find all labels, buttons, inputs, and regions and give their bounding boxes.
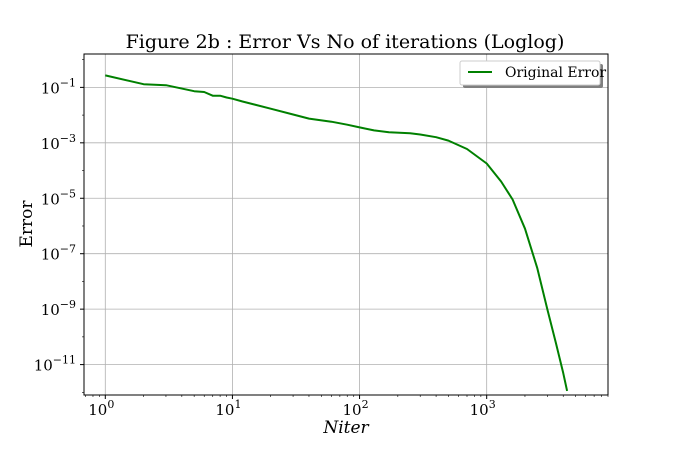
x-axis-title: Niter	[322, 418, 369, 438]
x-tick-label: 103	[470, 398, 496, 419]
chart-title: Figure 2b : Error Vs No of iterations (L…	[126, 31, 565, 53]
x-axis: 100 101 102 103	[85, 395, 609, 419]
y-axis-title: Error	[17, 200, 37, 248]
y-tick-label: 10−9	[41, 298, 76, 319]
y-tick-label: 10−11	[34, 354, 76, 375]
y-tick-label: 10−5	[41, 187, 76, 208]
y-tick-label: 10−3	[41, 132, 76, 153]
legend: Original Error	[459, 60, 606, 88]
x-tick-label: 101	[215, 398, 241, 419]
grid	[84, 54, 608, 395]
legend-label: Original Error	[505, 65, 606, 81]
legend-box	[459, 60, 601, 86]
x-tick-label: 102	[343, 398, 369, 419]
series-group	[105, 74, 569, 392]
y-tick-label: 10−7	[41, 243, 76, 264]
y-axis: 10−1 10−3 10−5 10−7 10−9 10−11	[34, 59, 84, 393]
series-line-original-error	[105, 74, 569, 392]
y-tick-label: 10−1	[41, 76, 76, 97]
x-tick-label: 100	[88, 398, 114, 419]
plot-frame	[83, 53, 609, 396]
